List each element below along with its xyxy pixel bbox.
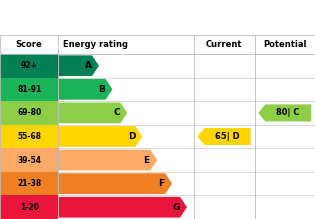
Text: Score: Score	[16, 40, 43, 49]
Text: Energy rating: Energy rating	[63, 40, 128, 49]
Text: 1-20: 1-20	[20, 203, 38, 212]
Bar	[0, 172, 58, 195]
Text: 81-91: 81-91	[17, 85, 41, 94]
Polygon shape	[58, 102, 127, 123]
Text: A: A	[85, 61, 92, 70]
Text: B: B	[98, 85, 105, 94]
Text: 65| D: 65| D	[215, 132, 240, 141]
Text: E: E	[143, 155, 150, 164]
Bar	[0, 78, 58, 101]
Text: 21-38: 21-38	[17, 179, 41, 188]
Text: F: F	[158, 179, 164, 188]
Polygon shape	[58, 126, 142, 147]
Text: 39-54: 39-54	[17, 155, 41, 164]
Text: Potential: Potential	[263, 40, 306, 49]
Text: D: D	[128, 132, 135, 141]
Polygon shape	[58, 173, 172, 194]
Polygon shape	[198, 128, 251, 145]
Polygon shape	[258, 104, 311, 121]
Bar	[0, 148, 58, 172]
Polygon shape	[58, 197, 187, 218]
Polygon shape	[58, 79, 112, 100]
Polygon shape	[58, 55, 99, 76]
Bar	[0, 125, 58, 148]
Text: Current: Current	[206, 40, 242, 49]
Text: 80| C: 80| C	[277, 108, 300, 117]
Text: C: C	[113, 108, 120, 117]
Text: 69-80: 69-80	[17, 108, 41, 117]
Bar	[0, 195, 58, 219]
Polygon shape	[58, 150, 157, 170]
Text: G: G	[173, 203, 180, 212]
Text: Energy Efficiency Rating: Energy Efficiency Rating	[8, 11, 191, 25]
Bar	[0, 101, 58, 125]
Text: 92+: 92+	[21, 61, 37, 70]
Bar	[0, 54, 58, 78]
Text: 55-68: 55-68	[17, 132, 41, 141]
